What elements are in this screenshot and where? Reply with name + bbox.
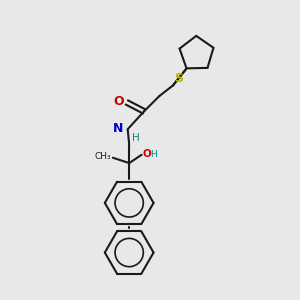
Text: H: H [132,133,140,143]
Text: N: N [113,122,124,134]
Text: O: O [114,95,124,108]
Text: H: H [150,150,157,159]
Text: CH₃: CH₃ [94,152,111,161]
Text: O: O [143,149,152,160]
Text: S: S [174,72,183,85]
